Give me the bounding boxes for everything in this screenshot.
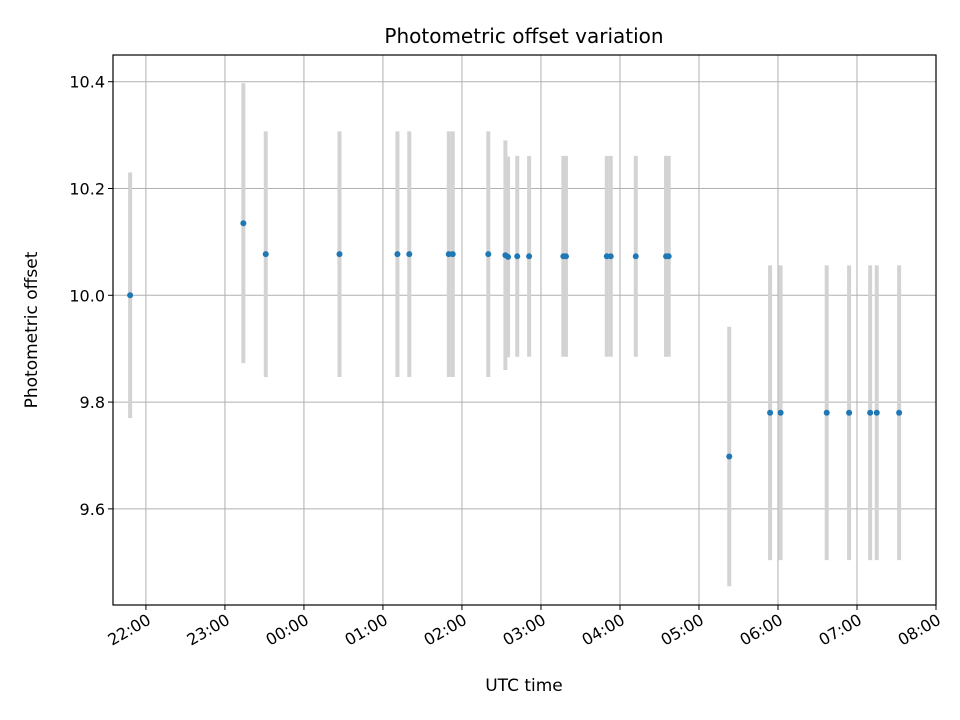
- data-point: [873, 409, 880, 416]
- data-point: [485, 251, 492, 258]
- chart-title: Photometric offset variation: [384, 24, 663, 48]
- data-point: [526, 253, 533, 260]
- y-axis-title: Photometric offset: [22, 251, 42, 408]
- data-point: [240, 220, 247, 227]
- data-point: [562, 253, 569, 260]
- data-point: [767, 409, 774, 416]
- data-point: [336, 251, 343, 258]
- y-tick-label: 10.4: [69, 73, 105, 92]
- y-tick-label: 9.8: [80, 393, 105, 412]
- data-point: [449, 251, 456, 258]
- data-point: [406, 251, 413, 258]
- y-tick-label: 9.6: [80, 500, 105, 519]
- data-points: [127, 220, 903, 460]
- data-point: [777, 409, 784, 416]
- data-point: [823, 409, 830, 416]
- data-point: [262, 251, 269, 258]
- data-point: [394, 251, 401, 258]
- plot-area: [113, 55, 936, 605]
- data-point: [505, 253, 512, 260]
- data-point: [607, 253, 614, 260]
- y-axis-ticks: 9.6 9.8 10.0 10.2 10.4: [69, 73, 113, 519]
- data-point: [896, 409, 903, 416]
- data-point: [632, 253, 639, 260]
- data-point: [665, 253, 672, 260]
- data-point: [127, 292, 134, 299]
- y-tick-label: 10.0: [69, 286, 105, 305]
- data-point: [726, 453, 733, 460]
- x-axis-title: UTC time: [485, 676, 563, 696]
- data-point: [867, 409, 874, 416]
- data-point: [514, 253, 521, 260]
- data-point: [846, 409, 853, 416]
- y-tick-label: 10.2: [69, 179, 105, 198]
- plot-frame: [112, 54, 937, 606]
